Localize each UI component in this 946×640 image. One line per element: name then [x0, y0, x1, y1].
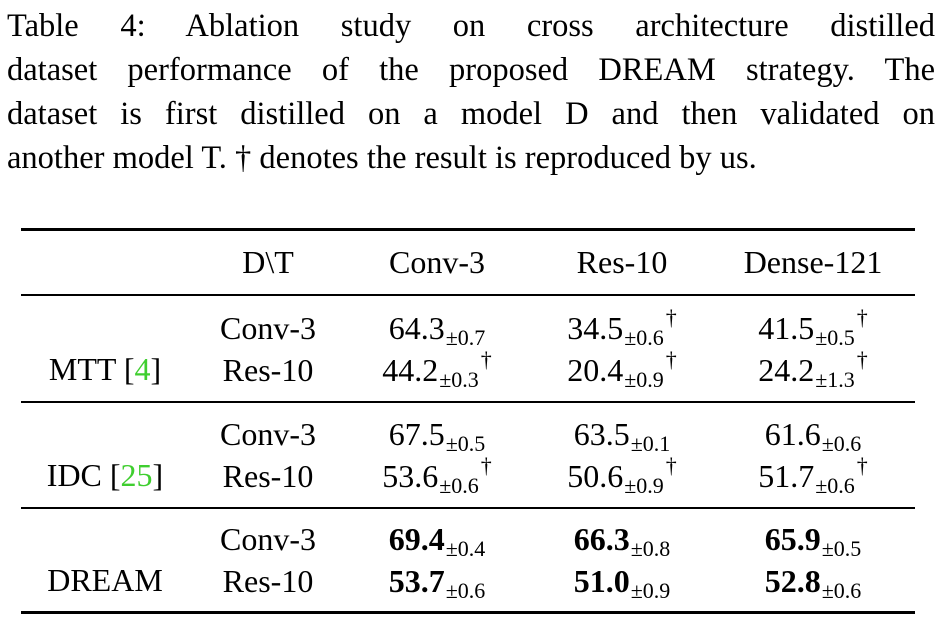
results-table: D\T Conv-3 Res-10 Dense-121 MTT [4] Conv-…	[21, 228, 915, 618]
result-std: ±0.1	[630, 431, 671, 456]
result-value: 51.0	[573, 563, 630, 599]
result-std: ±0.9	[624, 367, 664, 392]
result-cell: 65.9±0.5	[765, 519, 862, 563]
reproduced-dagger: †	[480, 453, 492, 478]
result-std: ±0.6	[815, 473, 855, 498]
result-value: 67.5	[388, 416, 445, 452]
result-std: ±0.6	[445, 578, 486, 603]
method-label: IDC [25]	[47, 455, 163, 495]
result-cell: 61.6±0.6	[765, 414, 862, 458]
result-cell: 41.5±0.5†	[758, 305, 868, 352]
result-std: ±0.5	[445, 431, 486, 456]
citation-bracket: ]	[150, 351, 162, 387]
distill-model-label: Conv-3	[220, 310, 316, 346]
result-std: ±0.6	[821, 578, 862, 603]
distill-model-label: Res-10	[222, 458, 314, 494]
citation-link[interactable]: 4	[134, 351, 151, 387]
result-cell: 20.4±0.9†	[567, 347, 677, 394]
result-value: 53.7	[388, 563, 445, 599]
result-cell: 34.5±0.6†	[567, 305, 677, 352]
result-cell: 67.5±0.5	[389, 414, 486, 458]
result-std: ±0.9	[624, 473, 664, 498]
caption-line: Table 4: Ablation study on cross archite…	[7, 8, 935, 44]
result-value: 69.4	[388, 521, 445, 557]
reproduced-dagger: †	[665, 453, 677, 478]
result-cell: 53.6±0.6†	[382, 453, 492, 500]
result-cell: 53.7±0.6	[389, 561, 486, 605]
method-label: DREAM	[47, 560, 163, 600]
distill-model-label: Conv-3	[220, 521, 316, 557]
result-cell: 44.2±0.3†	[382, 347, 492, 394]
header-col: Conv-3	[389, 244, 485, 280]
reproduced-dagger: †	[480, 347, 492, 372]
result-value: 66.3	[573, 521, 630, 557]
result-cell: 69.4±0.4	[389, 519, 486, 563]
result-cell: 52.8±0.6	[765, 561, 862, 605]
result-value: 51.7	[758, 458, 815, 494]
result-value: 63.5	[573, 416, 630, 452]
citation-bracket: ]	[152, 457, 164, 493]
citation-link[interactable]: 25	[120, 457, 153, 493]
result-cell: 24.2±1.3†	[758, 347, 868, 394]
result-value: 65.9	[764, 521, 821, 557]
result-cell: 64.3±0.7	[389, 308, 486, 352]
header-corner: D\T	[242, 244, 294, 280]
table-top-rule	[21, 228, 915, 231]
result-std: ±1.3	[815, 367, 855, 392]
caption-line: another model T. † denotes the result is…	[7, 140, 757, 176]
result-std: ±0.3	[439, 367, 479, 392]
result-value: 61.6	[764, 416, 821, 452]
reproduced-dagger: †	[856, 305, 868, 330]
group-rule	[21, 507, 915, 509]
result-std: ±0.8	[630, 536, 671, 561]
caption-line: dataset is first distilled on a model D …	[7, 96, 935, 132]
distill-model-label: Res-10	[222, 563, 314, 599]
table-caption: Table 4: Ablation study on cross archite…	[7, 4, 935, 180]
method-label: MTT [4]	[49, 349, 161, 389]
group-rule	[21, 401, 915, 403]
header-col: Res-10	[576, 244, 668, 280]
result-std: ±0.6	[439, 473, 479, 498]
reproduced-dagger: †	[856, 453, 868, 478]
result-std: ±0.9	[630, 578, 671, 603]
result-value: 34.5	[567, 310, 624, 346]
header-rule	[21, 294, 915, 296]
result-value: 64.3	[388, 310, 445, 346]
result-value: 52.8	[764, 563, 821, 599]
header-col: Dense-121	[743, 244, 883, 280]
result-std: ±0.6	[624, 325, 664, 350]
result-value: 50.6	[567, 458, 624, 494]
reproduced-dagger: †	[665, 305, 677, 330]
result-value: 44.2	[382, 352, 439, 388]
result-cell: 51.0±0.9	[574, 561, 671, 605]
distill-model-label: Conv-3	[220, 416, 316, 452]
result-value: 20.4	[567, 352, 624, 388]
reproduced-dagger: †	[665, 347, 677, 372]
table-bottom-rule	[21, 611, 915, 614]
method-name: DREAM	[47, 562, 163, 598]
result-std: ±0.4	[445, 536, 486, 561]
distill-model-label: Res-10	[222, 352, 314, 388]
method-name: IDC [	[46, 457, 121, 493]
reproduced-dagger: †	[856, 347, 868, 372]
result-std: ±0.7	[445, 325, 486, 350]
result-value: 53.6	[382, 458, 439, 494]
result-std: ±0.5	[815, 325, 855, 350]
result-cell: 66.3±0.8	[574, 519, 671, 563]
result-std: ±0.6	[821, 431, 862, 456]
result-cell: 51.7±0.6†	[758, 453, 868, 500]
result-value: 24.2	[758, 352, 815, 388]
result-std: ±0.5	[821, 536, 862, 561]
result-cell: 63.5±0.1	[574, 414, 671, 458]
method-name: MTT [	[48, 351, 135, 387]
result-value: 41.5	[758, 310, 815, 346]
caption-line: dataset performance of the proposed DREA…	[7, 52, 935, 88]
result-cell: 50.6±0.9†	[567, 453, 677, 500]
